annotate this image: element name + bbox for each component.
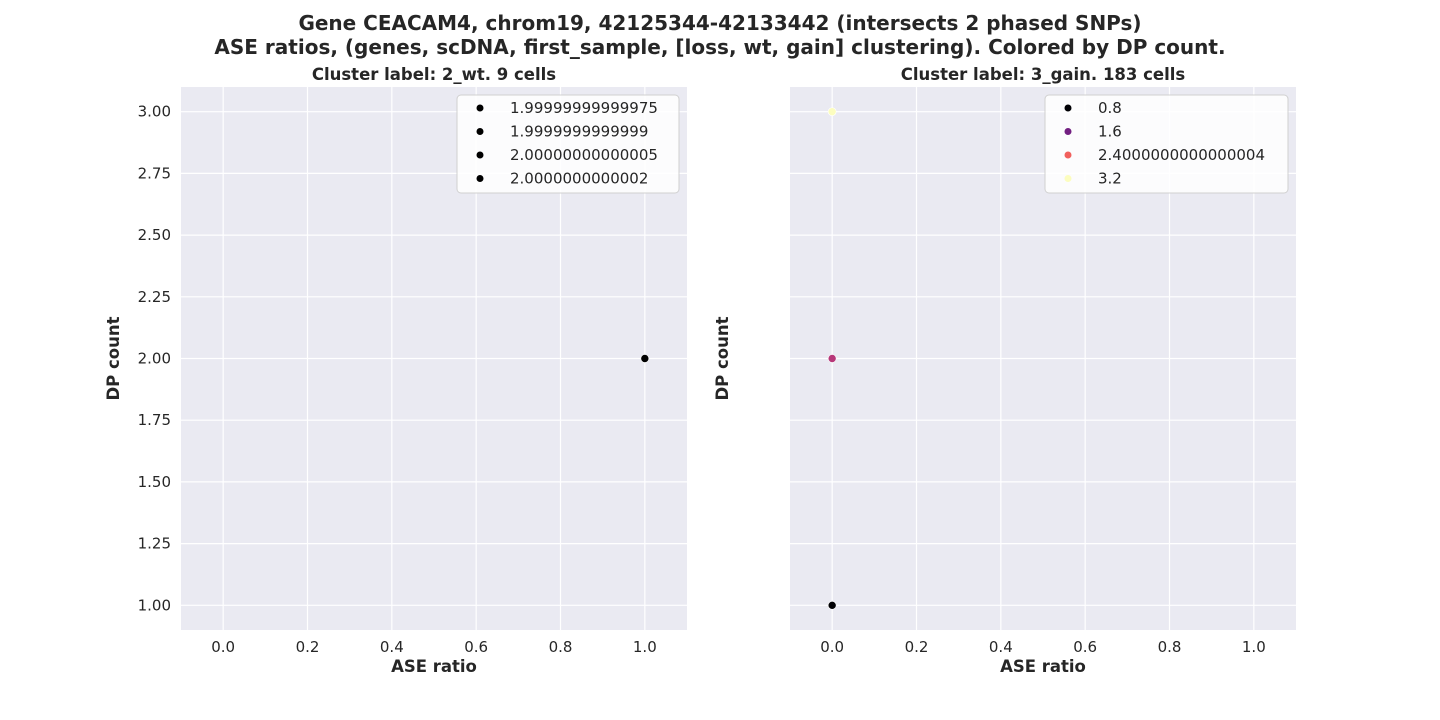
x-tick-label: 0.6 (1073, 638, 1097, 656)
y-tick-label: 2.00 (138, 350, 171, 368)
x-axis-label: ASE ratio (391, 657, 477, 676)
scatter-panel-3-gain: 0.0 0.2 0.4 0.6 0.8 1.0 Cluster label: 3_gain.… (713, 65, 1296, 676)
legend-label: 1.99999999999975 (510, 99, 658, 117)
x-tick-label: 0.8 (549, 638, 573, 656)
data-point (640, 354, 650, 363)
y-axis-label: DP count (104, 316, 123, 400)
legend-label: 0.8 (1098, 99, 1122, 117)
legend-marker (1064, 151, 1072, 159)
y-tick-label: 2.50 (138, 226, 171, 244)
legend-label: 3.2 (1098, 170, 1122, 188)
legend-marker (476, 128, 484, 135)
x-axis-label: ASE ratio (1000, 657, 1086, 676)
legend-marker (476, 175, 484, 182)
legend-marker (1064, 104, 1072, 112)
x-tick-label: 0.4 (989, 638, 1013, 656)
figure-title-line2: ASE ratios, (genes, scDNA, first_sample,… (214, 35, 1225, 59)
y-tick-label: 3.00 (138, 103, 171, 121)
legend-marker (476, 104, 484, 112)
panel-title: Cluster label: 3_gain. 183 cells (901, 65, 1186, 84)
legend-label: 1.9999999999999 (510, 123, 648, 141)
x-tick-label: 1.0 (633, 638, 657, 656)
figure-title-line1: Gene CEACAM4, chrom19, 42125344-42133442… (298, 11, 1141, 35)
x-tick-label: 0.0 (211, 638, 235, 656)
legend-marker (476, 151, 484, 159)
x-tick-label: 0.0 (820, 638, 844, 656)
x-tick-label: 0.8 (1158, 638, 1182, 656)
data-point (827, 354, 837, 363)
legend-label: 2.4000000000000004 (1098, 146, 1265, 164)
y-tick-label: 1.00 (138, 596, 171, 614)
x-tick-label: 0.4 (380, 638, 404, 656)
data-point (827, 601, 837, 610)
legend-marker (1064, 175, 1072, 182)
legend-box (456, 94, 680, 194)
x-tick-label: 1.0 (1242, 638, 1266, 656)
x-tick-label: 0.6 (464, 638, 488, 656)
y-tick-label: 1.75 (138, 411, 171, 429)
x-tick-label: 0.2 (296, 638, 320, 656)
y-tick-label: 1.25 (138, 535, 171, 553)
legend-box (1044, 94, 1289, 194)
legend-label: 1.6 (1098, 123, 1122, 141)
y-axis-label: DP count (713, 316, 732, 400)
legend-marker (1064, 128, 1072, 135)
x-tick-label: 0.2 (905, 638, 929, 656)
legend-label: 2.0000000000002 (510, 170, 648, 188)
y-tick-label: 2.25 (138, 288, 171, 306)
data-point (827, 107, 837, 116)
legend-label: 2.00000000000005 (510, 146, 658, 164)
scatter-panel-2-wt: 0.0 0.2 0.4 0.6 0.8 1.0 1.00 1.25 1.50 1.75 2.00 2.… (104, 65, 687, 676)
y-tick-label: 1.50 (138, 473, 171, 491)
panel-title: Cluster label: 2_wt. 9 cells (312, 65, 556, 84)
y-tick-label: 2.75 (138, 164, 171, 182)
